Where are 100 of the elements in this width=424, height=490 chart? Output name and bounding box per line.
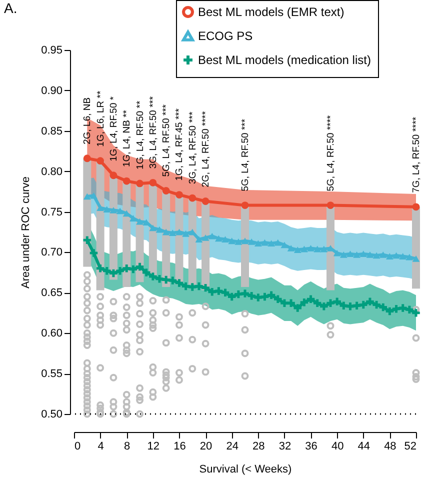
x-tick-label: 44 — [358, 440, 370, 452]
bar — [241, 205, 249, 288]
annotation: 1G, L4, RF.45 *** — [174, 108, 186, 181]
point — [412, 203, 420, 211]
point — [320, 246, 328, 252]
point — [326, 202, 334, 210]
point — [234, 238, 242, 245]
y-tick-label: 0.95 — [41, 44, 62, 56]
point — [366, 251, 374, 258]
point — [136, 180, 144, 188]
point — [260, 292, 270, 302]
point — [202, 234, 210, 241]
x-tick-label: 0 — [74, 440, 81, 452]
y-tick-label: 0.70 — [41, 246, 62, 259]
point — [392, 252, 400, 259]
point — [116, 208, 124, 214]
point — [222, 236, 229, 242]
point — [176, 191, 183, 198]
point — [90, 192, 98, 199]
point — [241, 238, 249, 244]
point — [96, 204, 104, 211]
x-tick-label: 12 — [147, 440, 160, 452]
x-tick-label: 8 — [124, 440, 130, 452]
point — [88, 248, 99, 258]
point — [129, 215, 137, 222]
x-tick-label: 20 — [200, 440, 212, 452]
point — [228, 238, 236, 244]
point — [300, 246, 308, 252]
x-tick-label: 16 — [174, 440, 186, 452]
point — [188, 194, 196, 202]
x-tick-label: 36 — [305, 440, 318, 452]
annotation: 2G, L6, NB — [82, 97, 94, 144]
point — [233, 289, 244, 300]
point — [83, 193, 91, 200]
point — [399, 253, 407, 260]
point — [314, 246, 322, 252]
y-tick-label: 0.85 — [41, 125, 62, 138]
point — [352, 300, 362, 311]
x-tick-label: 4 — [98, 440, 104, 452]
point — [103, 206, 111, 213]
point — [202, 198, 210, 205]
point — [162, 187, 170, 194]
annotation: 1G, L4, RF.50 * — [108, 96, 120, 162]
annotation: 5G, L4, RF.50 **** — [326, 114, 336, 192]
legend-label: ECOG PS — [198, 29, 253, 43]
point — [83, 154, 91, 162]
point — [168, 230, 176, 236]
point — [241, 202, 249, 210]
annotation: 3G, L4, RF.50 *** — [187, 111, 198, 184]
annotation: 5G, L4, RF.50 *** — [240, 118, 251, 192]
point — [391, 304, 402, 314]
point — [182, 230, 190, 237]
x-tick-label: 40 — [331, 440, 344, 452]
point — [299, 297, 310, 308]
point — [110, 172, 118, 180]
x-tick-label: 32 — [278, 440, 292, 452]
point — [268, 240, 276, 247]
x-tick-label: 52 — [404, 440, 416, 452]
bar — [326, 205, 334, 290]
point — [386, 253, 394, 260]
annotation: 7G, L4, RF.50 **** — [411, 116, 422, 193]
point — [412, 255, 420, 262]
point — [346, 250, 354, 258]
x-tick-label: 28 — [252, 440, 265, 452]
annotation: 1G, L6, LR ** — [95, 90, 106, 147]
point — [353, 251, 361, 258]
point — [294, 246, 302, 254]
point — [372, 252, 380, 259]
point — [287, 244, 295, 252]
y-tick-label: 0.80 — [41, 166, 62, 178]
point — [358, 300, 369, 310]
point — [96, 157, 104, 165]
point — [214, 235, 222, 242]
bar — [188, 198, 196, 285]
point — [360, 250, 368, 258]
legend-label: Best ML models (medication list) — [198, 53, 371, 67]
point — [162, 228, 170, 236]
point — [280, 242, 288, 248]
point — [136, 218, 144, 225]
legend-label: Best ML models (EMR text) — [198, 5, 344, 19]
point — [110, 206, 118, 214]
point — [176, 228, 183, 236]
y-tick-label: 0.60 — [41, 328, 62, 340]
y-tick-label: 0.50 — [41, 408, 62, 420]
annotation: 1G, L4, NB ** — [122, 110, 133, 168]
point — [379, 251, 387, 258]
annotation: 3G, L4, RF.50 *** — [148, 96, 159, 169]
y-axis-title: Area under ROC curve — [20, 176, 32, 288]
bar — [412, 206, 420, 289]
point — [114, 266, 126, 276]
y-tick-label: 0.75 — [41, 206, 62, 218]
x-tick-label: 48 — [384, 440, 396, 452]
point — [406, 254, 414, 260]
point — [149, 178, 157, 186]
point — [122, 177, 130, 185]
annotation: 2G, L4, RF.50 **** — [200, 110, 212, 188]
point — [248, 238, 256, 245]
y-tick-label: 0.55 — [41, 368, 62, 380]
annotation: 1G, L4, RF.50 ** — [134, 100, 146, 170]
point — [307, 244, 314, 252]
